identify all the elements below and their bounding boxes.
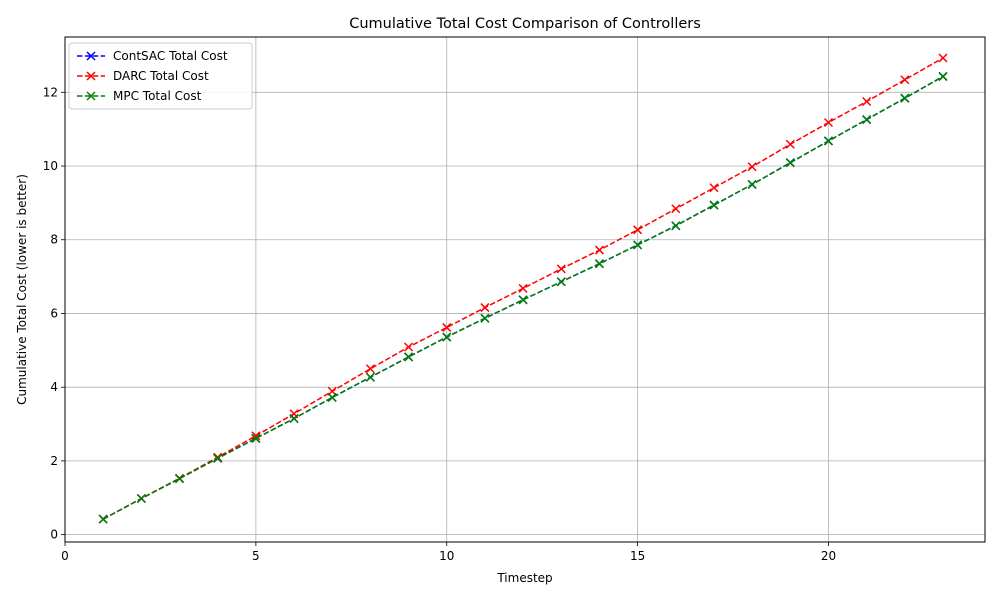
data-point	[823, 117, 834, 128]
y-axis-label: Cumulative Total Cost (lower is better)	[15, 174, 29, 405]
data-point	[251, 433, 261, 443]
legend-item: DARC Total Cost	[77, 69, 209, 83]
y-tick-label: 12	[43, 85, 58, 99]
data-point	[900, 75, 910, 85]
legend-marker	[86, 91, 96, 101]
data-point	[633, 240, 643, 250]
x-tick-label: 5	[252, 549, 260, 563]
data-point	[404, 352, 414, 362]
data-point	[213, 453, 223, 463]
x-axis-ticks: 0 5 10 15 20	[61, 542, 836, 563]
data-point	[709, 200, 719, 210]
legend-label: DARC Total Cost	[113, 69, 209, 83]
x-tick-label: 0	[61, 549, 69, 563]
data-point	[938, 71, 948, 81]
x-tick-label: 15	[630, 549, 645, 563]
data-point	[709, 183, 719, 193]
data-point	[174, 474, 185, 484]
legend-marker	[86, 51, 96, 61]
y-axis-ticks: 0 2 4 6 8 10 12	[43, 85, 65, 542]
legend-item: MPC Total Cost	[77, 89, 202, 103]
y-tick-label: 8	[50, 233, 58, 247]
data-point	[671, 204, 681, 214]
data-point	[785, 158, 795, 168]
data-point	[938, 53, 948, 63]
data-point	[900, 93, 910, 103]
data-point	[404, 342, 414, 352]
chart-title: Cumulative Total Cost Comparison of Cont…	[349, 16, 701, 32]
data-point	[862, 115, 872, 125]
data-point	[633, 225, 643, 235]
data-point	[785, 139, 795, 149]
legend: ContSAC Total Cost DARC Total Cost MPC Tot…	[68, 42, 253, 110]
data-point	[98, 514, 108, 524]
series-layer	[98, 53, 948, 524]
data-point	[365, 372, 375, 382]
data-point	[136, 493, 146, 504]
data-point	[594, 259, 604, 269]
data-point	[442, 322, 452, 332]
y-tick-label: 2	[50, 454, 58, 468]
legend-box	[68, 42, 253, 110]
legend-label: MPC Total Cost	[113, 89, 202, 103]
data-point	[594, 245, 604, 255]
data-point	[442, 332, 452, 342]
y-tick-label: 6	[50, 306, 58, 320]
series-3	[98, 71, 948, 524]
data-point	[518, 283, 528, 293]
data-point	[556, 277, 566, 287]
data-point	[480, 303, 490, 313]
legend-label: ContSAC Total Cost	[113, 49, 228, 63]
data-point	[251, 431, 261, 441]
y-tick-label: 10	[43, 159, 58, 173]
data-point	[289, 413, 299, 424]
data-point	[823, 136, 834, 146]
data-point	[365, 364, 375, 374]
x-tick-label: 20	[821, 549, 836, 563]
x-axis-label: Timestep	[496, 571, 552, 585]
legend-marker	[86, 71, 96, 81]
data-point	[671, 221, 681, 231]
data-point	[480, 313, 490, 323]
y-tick-label: 0	[50, 528, 58, 542]
legend-item: ContSAC Total Cost	[77, 49, 228, 63]
data-point	[518, 295, 528, 305]
data-point	[862, 96, 872, 107]
data-point	[556, 264, 566, 274]
series-2	[98, 53, 948, 524]
data-point	[747, 179, 757, 189]
data-point	[327, 392, 337, 403]
y-tick-label: 4	[50, 380, 58, 394]
x-tick-label: 10	[439, 549, 454, 563]
plot-frame	[64, 36, 986, 543]
series-line	[102, 75, 944, 520]
grid-lines	[64, 37, 985, 542]
data-point	[747, 162, 757, 172]
